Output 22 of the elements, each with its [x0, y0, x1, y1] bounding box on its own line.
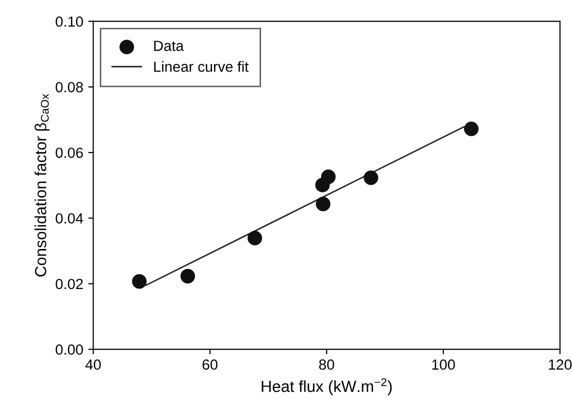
point	[180, 268, 196, 284]
point	[464, 122, 479, 136]
legend-label: Linear curve fit	[154, 61, 249, 72]
legend-label: Data	[154, 40, 184, 51]
y-axis-title: Consolidation factor β$_{CaOx}$	[34, 94, 50, 277]
y-tick-label: 0.06	[56, 148, 83, 158]
x-tick-label: 80	[319, 359, 334, 370]
x-tick-label: 120	[548, 359, 572, 370]
y-tick-label: 0.10	[56, 16, 83, 27]
y-tick-label: 0.02	[56, 278, 83, 290]
point	[364, 170, 378, 186]
y-tick-label: 0.00	[56, 344, 83, 355]
point	[248, 230, 262, 246]
x-tick-label: 100	[432, 359, 455, 370]
y-tick-label: 0.08	[56, 82, 83, 92]
x-tick-label: 40	[85, 359, 101, 370]
point	[132, 274, 147, 289]
point	[316, 196, 330, 212]
point	[321, 170, 336, 184]
x-tick-label: 60	[202, 359, 218, 370]
y-tick-label: 0.04	[56, 213, 84, 224]
x-axis-title: Heat flux (kW.m$^{−2}$)	[262, 378, 392, 396]
